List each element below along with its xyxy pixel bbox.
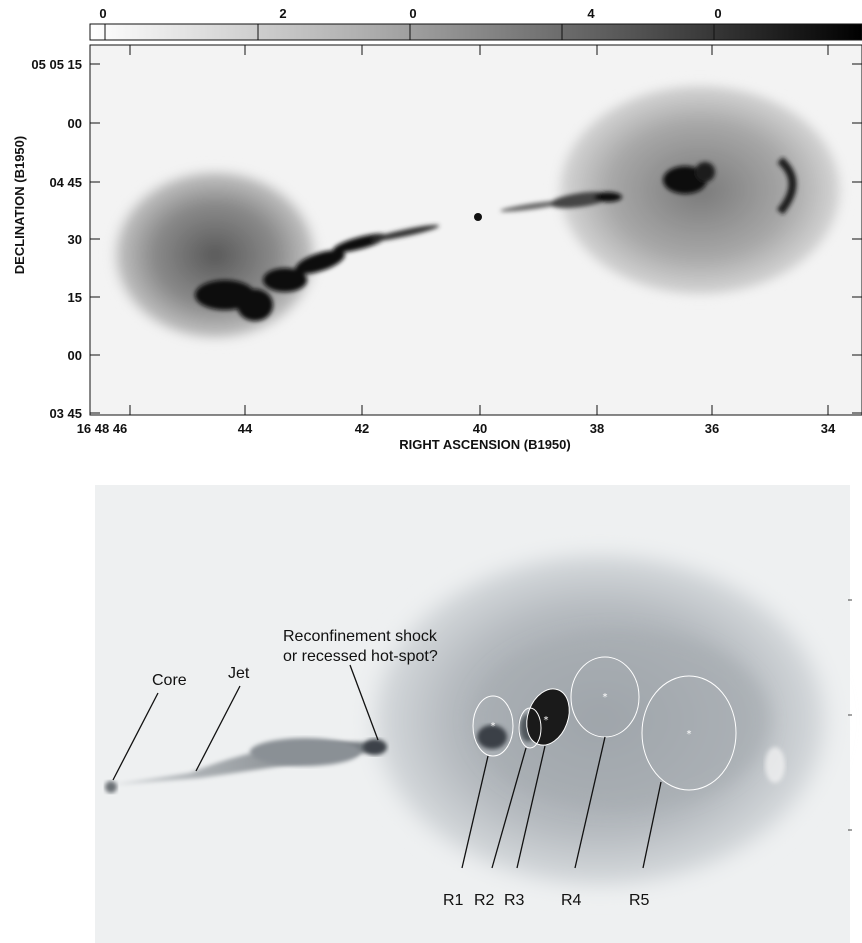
left-jet — [195, 224, 440, 321]
region-label-r5: R5 — [629, 892, 650, 909]
y-tick-label: 15 — [68, 290, 82, 305]
svg-text:*: * — [687, 729, 692, 740]
colorbar-gradient — [89, 23, 862, 41]
x-tick-label: 16 48 46 — [77, 421, 128, 436]
zoom-panel: * * * * Core Jet Reconfinement shock or … — [95, 485, 852, 943]
colorbar-tick-label: 0 — [99, 6, 106, 21]
map-frame — [89, 44, 862, 416]
colorbar: 0 2 0 4 0 — [89, 6, 862, 41]
region-r5-ellipse — [641, 675, 737, 791]
lobe-edge-bright — [765, 747, 785, 783]
region-label-r1: R1 — [443, 892, 464, 909]
zoom-edge-ticks — [848, 599, 852, 831]
y-tick-label: 30 — [68, 232, 82, 247]
leader-lines — [112, 664, 662, 869]
right-hotspots — [663, 156, 797, 215]
x-axis-title: RIGHT ASCENSION (B1950) — [399, 437, 570, 452]
region-centers: * * * * — [491, 692, 692, 740]
shock-leader — [349, 664, 379, 741]
region-r1-ellipse — [472, 695, 514, 757]
y-tick-label: 04 45 — [49, 175, 82, 190]
y-tick-label: 00 — [68, 116, 82, 131]
radio-map-top: 05 05 15 00 04 45 30 15 00 03 45 16 48 4… — [12, 44, 862, 452]
map-ticks — [90, 45, 862, 415]
colorbar-tick-label: 2 — [279, 6, 286, 21]
svg-text:*: * — [544, 715, 549, 726]
core-label: Core — [152, 672, 187, 689]
x-tick-label: 40 — [473, 421, 487, 436]
zoom-jet-blob — [250, 738, 360, 766]
colorbar-ticks — [104, 24, 715, 40]
region-label-r2: R2 — [474, 892, 495, 909]
left-lobe — [105, 163, 325, 347]
svg-text:*: * — [491, 721, 496, 732]
shock-label-line2: or recessed hot-spot? — [283, 648, 438, 665]
shock-label-line1: Reconfinement shock — [283, 628, 438, 645]
r1-leader — [461, 755, 489, 869]
right-jet — [500, 191, 622, 212]
zoom-lobe-core — [470, 630, 770, 810]
y-axis-title: DECLINATION (B1950) — [12, 136, 27, 274]
x-tick-label: 44 — [238, 421, 253, 436]
x-tick-label: 34 — [821, 421, 836, 436]
region-label-r4: R4 — [561, 892, 582, 909]
core-spot — [474, 213, 482, 221]
colorbar-tick-label: 0 — [714, 6, 721, 21]
colorbar-tick-label: 0 — [409, 6, 416, 21]
core-leader — [112, 692, 159, 781]
y-tick-label: 03 45 — [49, 406, 82, 421]
colorbar-tick-label: 4 — [587, 6, 595, 21]
zoom-core-spot — [105, 781, 117, 793]
y-tick-label: 00 — [68, 348, 82, 363]
r4-leader — [574, 736, 606, 869]
hotspot-r3-dark — [526, 688, 570, 746]
x-tick-label: 42 — [355, 421, 369, 436]
x-tick-label: 38 — [590, 421, 604, 436]
zoom-knot — [363, 739, 387, 755]
region-label-r3: R3 — [504, 892, 525, 909]
r2-leader — [491, 747, 527, 869]
jet-label: Jet — [228, 665, 250, 682]
jet-leader — [195, 685, 241, 772]
x-tick-label: 36 — [705, 421, 719, 436]
r5-leader — [642, 781, 662, 869]
hotspot-r1-dark — [477, 725, 507, 749]
region-r3-ellipse — [526, 688, 570, 746]
y-tick-label: 05 05 15 — [31, 57, 82, 72]
r3-leader — [516, 745, 546, 869]
svg-text:*: * — [603, 692, 608, 703]
